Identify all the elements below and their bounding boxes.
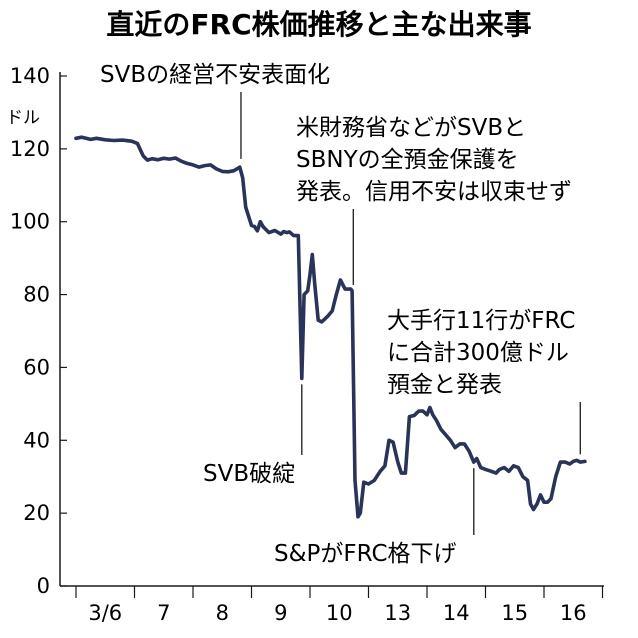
- annotation-line: SVB破綻: [203, 461, 295, 487]
- annotation-line: 発表。信用不安は収束せず: [296, 179, 572, 205]
- y-tick-label: 140: [10, 64, 50, 88]
- x-tick-label: 7: [157, 601, 170, 625]
- y-tick-label: 80: [23, 283, 50, 307]
- y-tick-label: 60: [23, 355, 50, 379]
- annotation-line: S&PがFRC格下げ: [274, 541, 457, 567]
- annotation-text: SVB破綻: [203, 461, 295, 487]
- annotation-line: 米財務省などがSVBと: [296, 115, 526, 141]
- annotation-line: に合計300億ドル: [387, 340, 569, 366]
- y-tick-label: 100: [10, 210, 50, 234]
- series-line-frc: [74, 135, 587, 519]
- annotation-line: SBNYの全預金保護を: [296, 147, 519, 173]
- y-unit-label: ドル: [6, 108, 40, 128]
- annotation-text: 大手行11行がFRC に合計300億ドル預金と発表: [387, 308, 575, 398]
- x-tick-label: 10: [326, 601, 353, 625]
- annotation-text: 米財務省などがSVBと SBNYの全預金保護を発表。信用不安は収束せず: [296, 115, 572, 205]
- x-tick-label: 3/6: [88, 601, 122, 625]
- x-tick-label: 8: [216, 601, 229, 625]
- x-tick-label: 13: [384, 601, 411, 625]
- chart-title: 直近のFRC株価推移と主な出来事: [106, 8, 531, 41]
- x-tick-label: 14: [443, 601, 470, 625]
- annotation-text: SVBの経営不安表面化: [100, 62, 330, 88]
- y-tick-label: 120: [10, 137, 50, 161]
- axes: 0 20 40 60 80 100 120 140 3/6 7 8 9 10 13 14 15 16: [10, 64, 604, 625]
- annotation-line: SVBの経営不安表面化: [100, 62, 330, 88]
- y-tick-label: 20: [23, 501, 50, 525]
- x-tick-label: 15: [501, 601, 528, 625]
- series-layer: [74, 135, 587, 519]
- annotation-line: 大手行11行がFRC: [387, 308, 575, 334]
- x-tick-label: 9: [274, 601, 287, 625]
- y-tick-label: 40: [23, 428, 50, 452]
- annotation-line: 預金と発表: [387, 372, 502, 398]
- x-tick-label: 16: [560, 601, 587, 625]
- y-tick-label: 0: [37, 574, 50, 598]
- annotation-text: S&PがFRC格下げ: [274, 541, 457, 567]
